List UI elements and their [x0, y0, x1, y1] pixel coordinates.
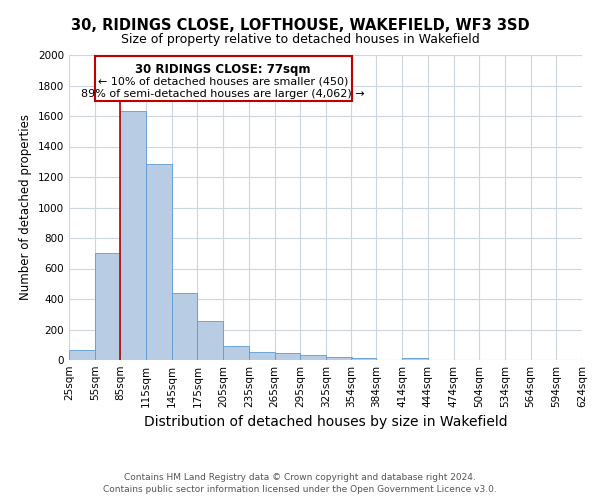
Text: 89% of semi-detached houses are larger (4,062) →: 89% of semi-detached houses are larger (…: [82, 90, 365, 100]
Bar: [223, 346, 249, 360]
Bar: [326, 357, 352, 360]
Text: ← 10% of detached houses are smaller (450): ← 10% of detached houses are smaller (45…: [98, 76, 349, 86]
Y-axis label: Number of detached properties: Number of detached properties: [19, 114, 32, 300]
Text: 30, RIDINGS CLOSE, LOFTHOUSE, WAKEFIELD, WF3 3SD: 30, RIDINGS CLOSE, LOFTHOUSE, WAKEFIELD,…: [71, 18, 529, 32]
Bar: [197, 321, 223, 360]
X-axis label: Distribution of detached houses by size in Wakefield: Distribution of detached houses by size …: [143, 416, 508, 430]
Text: Size of property relative to detached houses in Wakefield: Size of property relative to detached ho…: [121, 32, 479, 46]
Text: Contains HM Land Registry data © Crown copyright and database right 2024.: Contains HM Land Registry data © Crown c…: [124, 472, 476, 482]
Bar: [172, 293, 197, 360]
Bar: [69, 350, 95, 360]
Bar: [351, 358, 376, 360]
Bar: [121, 112, 146, 360]
Bar: [249, 352, 275, 360]
Bar: [146, 164, 172, 360]
Bar: [402, 358, 428, 360]
Bar: [300, 356, 326, 360]
FancyBboxPatch shape: [95, 56, 352, 101]
Bar: [275, 353, 300, 360]
Bar: [95, 253, 121, 360]
Text: Contains public sector information licensed under the Open Government Licence v3: Contains public sector information licen…: [103, 485, 497, 494]
Text: 30 RIDINGS CLOSE: 77sqm: 30 RIDINGS CLOSE: 77sqm: [136, 62, 311, 76]
